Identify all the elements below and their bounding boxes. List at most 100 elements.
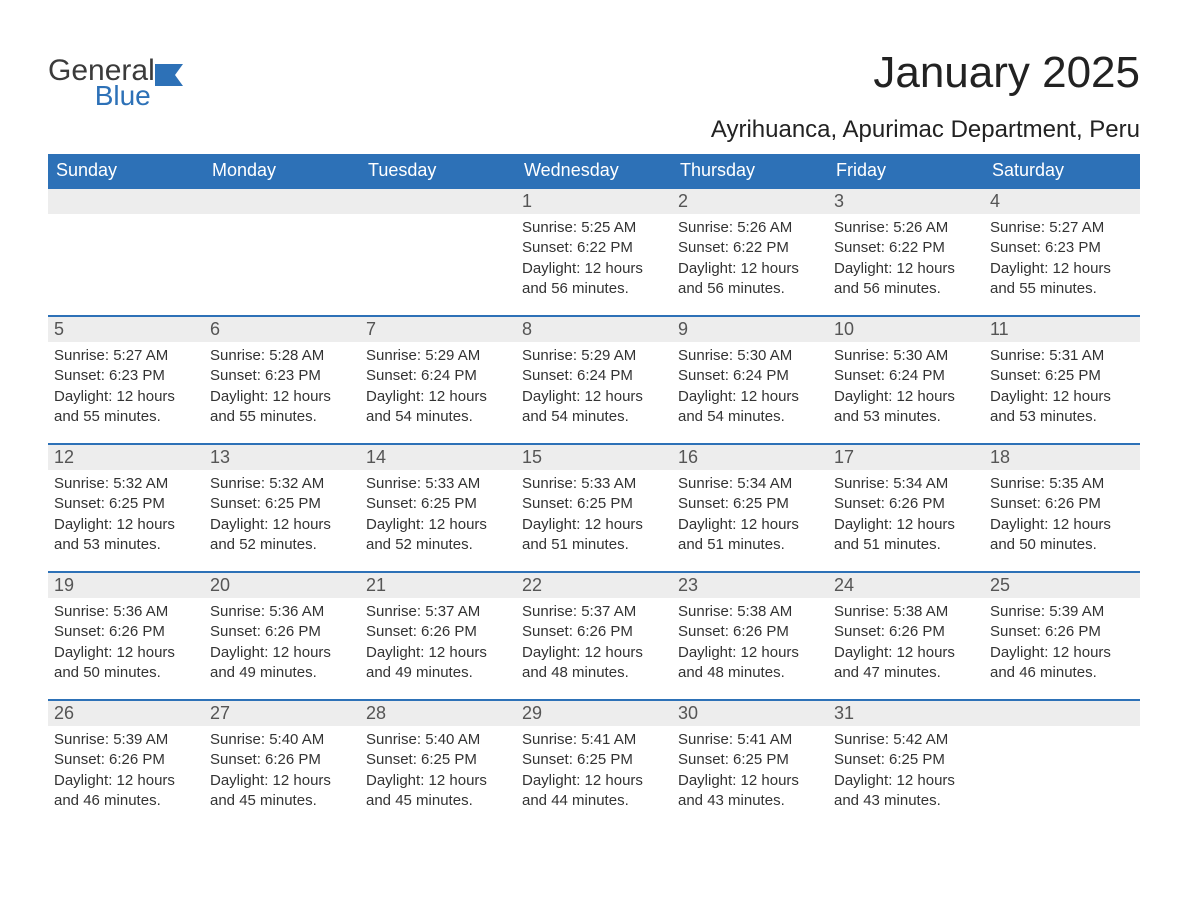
- day-number: 21: [360, 573, 516, 598]
- day-number: 27: [204, 701, 360, 726]
- sunset-label: Sunset: 6:25 PM: [522, 750, 666, 770]
- daylight-label: Daylight: 12 hours and 55 minutes.: [54, 387, 198, 428]
- sunset-label: Sunset: 6:25 PM: [678, 494, 822, 514]
- calendar-week-row: 5Sunrise: 5:27 AMSunset: 6:23 PMDaylight…: [48, 316, 1140, 444]
- calendar-day-cell: 26Sunrise: 5:39 AMSunset: 6:26 PMDayligh…: [48, 700, 204, 828]
- day-number: 24: [828, 573, 984, 598]
- sunrise-label: Sunrise: 5:28 AM: [210, 346, 354, 366]
- calendar-day-cell: 18Sunrise: 5:35 AMSunset: 6:26 PMDayligh…: [984, 444, 1140, 572]
- day-number: 29: [516, 701, 672, 726]
- sunset-label: Sunset: 6:24 PM: [834, 366, 978, 386]
- calendar-page: General Blue January 2025 Ayrihuanca, Ap…: [0, 0, 1188, 868]
- sunset-label: Sunset: 6:26 PM: [678, 622, 822, 642]
- day-number: 31: [828, 701, 984, 726]
- calendar-day-cell: 28Sunrise: 5:40 AMSunset: 6:25 PMDayligh…: [360, 700, 516, 828]
- calendar-day-cell: 22Sunrise: 5:37 AMSunset: 6:26 PMDayligh…: [516, 572, 672, 700]
- logo-word-blue: Blue: [95, 84, 155, 108]
- calendar-day-cell: 5Sunrise: 5:27 AMSunset: 6:23 PMDaylight…: [48, 316, 204, 444]
- day-body: Sunrise: 5:39 AMSunset: 6:26 PMDaylight:…: [48, 726, 204, 819]
- daylight-label: Daylight: 12 hours and 55 minutes.: [990, 259, 1134, 300]
- calendar-day-cell: 1Sunrise: 5:25 AMSunset: 6:22 PMDaylight…: [516, 188, 672, 316]
- day-body: Sunrise: 5:30 AMSunset: 6:24 PMDaylight:…: [828, 342, 984, 435]
- calendar-day-cell: 11Sunrise: 5:31 AMSunset: 6:25 PMDayligh…: [984, 316, 1140, 444]
- day-body: Sunrise: 5:38 AMSunset: 6:26 PMDaylight:…: [828, 598, 984, 691]
- sunset-label: Sunset: 6:25 PM: [522, 494, 666, 514]
- day-number: 18: [984, 445, 1140, 470]
- day-number: 14: [360, 445, 516, 470]
- day-body: Sunrise: 5:40 AMSunset: 6:25 PMDaylight:…: [360, 726, 516, 819]
- calendar-day-cell: 9Sunrise: 5:30 AMSunset: 6:24 PMDaylight…: [672, 316, 828, 444]
- day-body: Sunrise: 5:33 AMSunset: 6:25 PMDaylight:…: [516, 470, 672, 563]
- daylight-label: Daylight: 12 hours and 55 minutes.: [210, 387, 354, 428]
- sunrise-label: Sunrise: 5:39 AM: [54, 730, 198, 750]
- daylight-label: Daylight: 12 hours and 49 minutes.: [366, 643, 510, 684]
- sunrise-label: Sunrise: 5:36 AM: [210, 602, 354, 622]
- sunrise-label: Sunrise: 5:39 AM: [990, 602, 1134, 622]
- sunrise-label: Sunrise: 5:26 AM: [834, 218, 978, 238]
- location-label: Ayrihuanca, Apurimac Department, Peru: [711, 116, 1140, 144]
- sunset-label: Sunset: 6:25 PM: [54, 494, 198, 514]
- calendar-day-cell: 7Sunrise: 5:29 AMSunset: 6:24 PMDaylight…: [360, 316, 516, 444]
- calendar-week-row: 12Sunrise: 5:32 AMSunset: 6:25 PMDayligh…: [48, 444, 1140, 572]
- calendar-day-cell: 31Sunrise: 5:42 AMSunset: 6:25 PMDayligh…: [828, 700, 984, 828]
- calendar-day-cell: 14Sunrise: 5:33 AMSunset: 6:25 PMDayligh…: [360, 444, 516, 572]
- calendar-day-cell: 15Sunrise: 5:33 AMSunset: 6:25 PMDayligh…: [516, 444, 672, 572]
- sunrise-label: Sunrise: 5:35 AM: [990, 474, 1134, 494]
- day-number: 15: [516, 445, 672, 470]
- sunrise-label: Sunrise: 5:30 AM: [834, 346, 978, 366]
- daylight-label: Daylight: 12 hours and 56 minutes.: [834, 259, 978, 300]
- day-number: [48, 189, 204, 214]
- calendar-day-cell: 8Sunrise: 5:29 AMSunset: 6:24 PMDaylight…: [516, 316, 672, 444]
- sunset-label: Sunset: 6:24 PM: [366, 366, 510, 386]
- weekday-header: Wednesday: [516, 154, 672, 188]
- calendar-day-cell: 20Sunrise: 5:36 AMSunset: 6:26 PMDayligh…: [204, 572, 360, 700]
- daylight-label: Daylight: 12 hours and 43 minutes.: [678, 771, 822, 812]
- sunset-label: Sunset: 6:25 PM: [210, 494, 354, 514]
- day-number: 12: [48, 445, 204, 470]
- daylight-label: Daylight: 12 hours and 50 minutes.: [990, 515, 1134, 556]
- calendar-day-cell: 10Sunrise: 5:30 AMSunset: 6:24 PMDayligh…: [828, 316, 984, 444]
- day-number: 16: [672, 445, 828, 470]
- sunrise-label: Sunrise: 5:34 AM: [678, 474, 822, 494]
- sunrise-label: Sunrise: 5:25 AM: [522, 218, 666, 238]
- sunrise-label: Sunrise: 5:34 AM: [834, 474, 978, 494]
- day-number: 2: [672, 189, 828, 214]
- sunset-label: Sunset: 6:24 PM: [522, 366, 666, 386]
- day-number: 10: [828, 317, 984, 342]
- daylight-label: Daylight: 12 hours and 51 minutes.: [678, 515, 822, 556]
- sunset-label: Sunset: 6:22 PM: [834, 238, 978, 258]
- calendar-day-cell: 3Sunrise: 5:26 AMSunset: 6:22 PMDaylight…: [828, 188, 984, 316]
- month-title: January 2025: [711, 48, 1140, 98]
- weekday-header: Saturday: [984, 154, 1140, 188]
- day-number: 7: [360, 317, 516, 342]
- day-number: [360, 189, 516, 214]
- daylight-label: Daylight: 12 hours and 49 minutes.: [210, 643, 354, 684]
- weekday-header-row: SundayMondayTuesdayWednesdayThursdayFrid…: [48, 154, 1140, 188]
- calendar-day-cell: 2Sunrise: 5:26 AMSunset: 6:22 PMDaylight…: [672, 188, 828, 316]
- day-number: 19: [48, 573, 204, 598]
- sunset-label: Sunset: 6:25 PM: [366, 750, 510, 770]
- sunrise-label: Sunrise: 5:31 AM: [990, 346, 1134, 366]
- day-number: [984, 701, 1140, 726]
- calendar-day-cell: 17Sunrise: 5:34 AMSunset: 6:26 PMDayligh…: [828, 444, 984, 572]
- sunrise-label: Sunrise: 5:37 AM: [366, 602, 510, 622]
- day-body: Sunrise: 5:26 AMSunset: 6:22 PMDaylight:…: [672, 214, 828, 307]
- day-number: 22: [516, 573, 672, 598]
- daylight-label: Daylight: 12 hours and 52 minutes.: [366, 515, 510, 556]
- day-body: Sunrise: 5:37 AMSunset: 6:26 PMDaylight:…: [516, 598, 672, 691]
- calendar-day-cell: 30Sunrise: 5:41 AMSunset: 6:25 PMDayligh…: [672, 700, 828, 828]
- calendar-day-cell: 23Sunrise: 5:38 AMSunset: 6:26 PMDayligh…: [672, 572, 828, 700]
- sunrise-label: Sunrise: 5:38 AM: [678, 602, 822, 622]
- calendar-day-cell: 4Sunrise: 5:27 AMSunset: 6:23 PMDaylight…: [984, 188, 1140, 316]
- calendar-table: SundayMondayTuesdayWednesdayThursdayFrid…: [48, 154, 1140, 828]
- calendar-day-cell: [984, 700, 1140, 828]
- sunrise-label: Sunrise: 5:30 AM: [678, 346, 822, 366]
- daylight-label: Daylight: 12 hours and 45 minutes.: [210, 771, 354, 812]
- day-body: Sunrise: 5:30 AMSunset: 6:24 PMDaylight:…: [672, 342, 828, 435]
- calendar-day-cell: 24Sunrise: 5:38 AMSunset: 6:26 PMDayligh…: [828, 572, 984, 700]
- daylight-label: Daylight: 12 hours and 45 minutes.: [366, 771, 510, 812]
- day-body: Sunrise: 5:31 AMSunset: 6:25 PMDaylight:…: [984, 342, 1140, 435]
- sunset-label: Sunset: 6:26 PM: [834, 494, 978, 514]
- daylight-label: Daylight: 12 hours and 51 minutes.: [834, 515, 978, 556]
- sunrise-label: Sunrise: 5:26 AM: [678, 218, 822, 238]
